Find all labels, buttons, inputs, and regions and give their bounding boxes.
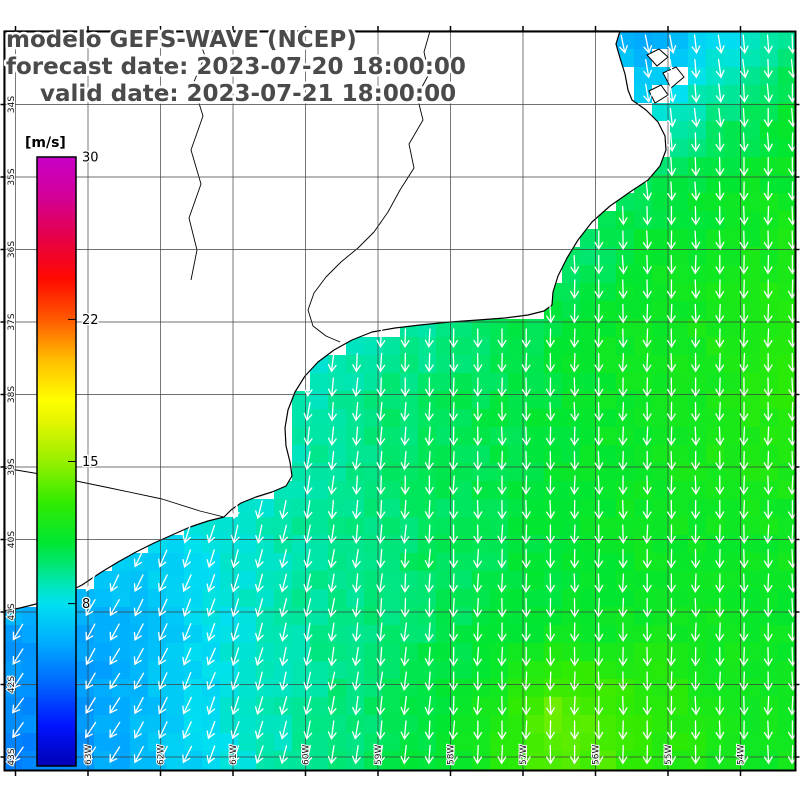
svg-text:30: 30 — [82, 151, 99, 166]
model-title-label: modelo GEFS-WAVE (NCEP) — [6, 27, 357, 53]
svg-text:61W: 61W — [229, 745, 239, 765]
latitude-tick-labels: 34S 35S 36S 37S 38S 39S 40S 41S 42S 43S — [6, 95, 18, 767]
svg-text:8: 8 — [82, 597, 90, 612]
map-frame — [3, 30, 797, 772]
svg-text:55W: 55W — [664, 745, 674, 765]
svg-text:62W: 62W — [157, 745, 167, 765]
colorbar-unit-label: [m/s] — [25, 135, 66, 151]
svg-text:58W: 58W — [447, 745, 457, 765]
svg-text:34S: 34S — [7, 96, 17, 113]
svg-text:41S: 41S — [7, 603, 17, 620]
colorbar: [m/s] 30 22 15 8 — [25, 135, 100, 767]
svg-text:43S: 43S — [7, 748, 17, 765]
svg-text:60W: 60W — [302, 745, 312, 765]
svg-text:57W: 57W — [519, 745, 529, 765]
svg-text:37S: 37S — [7, 313, 17, 330]
svg-text:22: 22 — [82, 313, 99, 328]
svg-text:36S: 36S — [7, 241, 17, 258]
valid-date-label: valid date: 2023-07-21 18:00:00 — [40, 81, 456, 107]
svg-text:56W: 56W — [592, 745, 602, 765]
forecast-date-label: forecast date: 2023-07-20 18:00:00 — [6, 54, 466, 80]
svg-text:15: 15 — [82, 455, 99, 470]
svg-text:38S: 38S — [7, 386, 17, 403]
title-block: modelo GEFS-WAVE (NCEP) forecast date: 2… — [4, 25, 469, 110]
svg-text:35S: 35S — [7, 168, 17, 185]
svg-text:40S: 40S — [7, 531, 17, 548]
longitude-tick-labels: 63W 62W 61W 60W 59W 58W 57W 56W 55W 54W — [83, 744, 748, 766]
land-polygons — [3, 30, 667, 612]
svg-text:39S: 39S — [7, 458, 17, 475]
svg-text:59W: 59W — [374, 745, 384, 765]
colorbar-tick-labels: 30 22 15 8 — [68, 149, 100, 613]
svg-text:63W: 63W — [84, 745, 94, 765]
graticule-gridlines — [4, 31, 796, 771]
svg-text:54W: 54W — [737, 745, 747, 765]
svg-text:42S: 42S — [7, 676, 17, 693]
wind-field-cells — [4, 31, 796, 771]
frame-ticks — [0, 26, 800, 776]
